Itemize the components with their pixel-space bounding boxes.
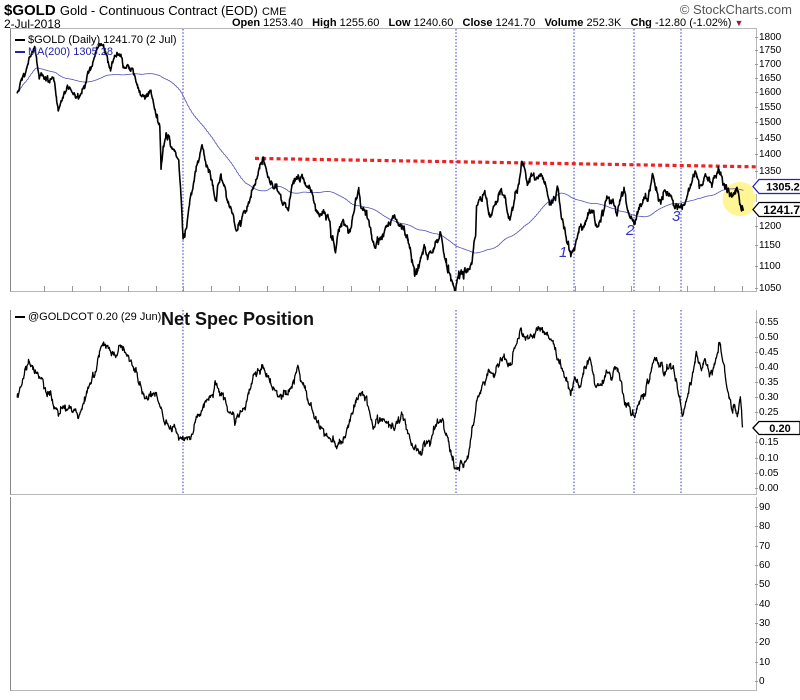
svg-text:1305.28: 1305.28 [766, 182, 800, 194]
svg-text:1241.70: 1241.70 [763, 203, 800, 217]
svg-text:1: 1 [559, 244, 567, 261]
svg-text:3: 3 [672, 208, 681, 225]
svg-text:0.20: 0.20 [769, 422, 790, 434]
